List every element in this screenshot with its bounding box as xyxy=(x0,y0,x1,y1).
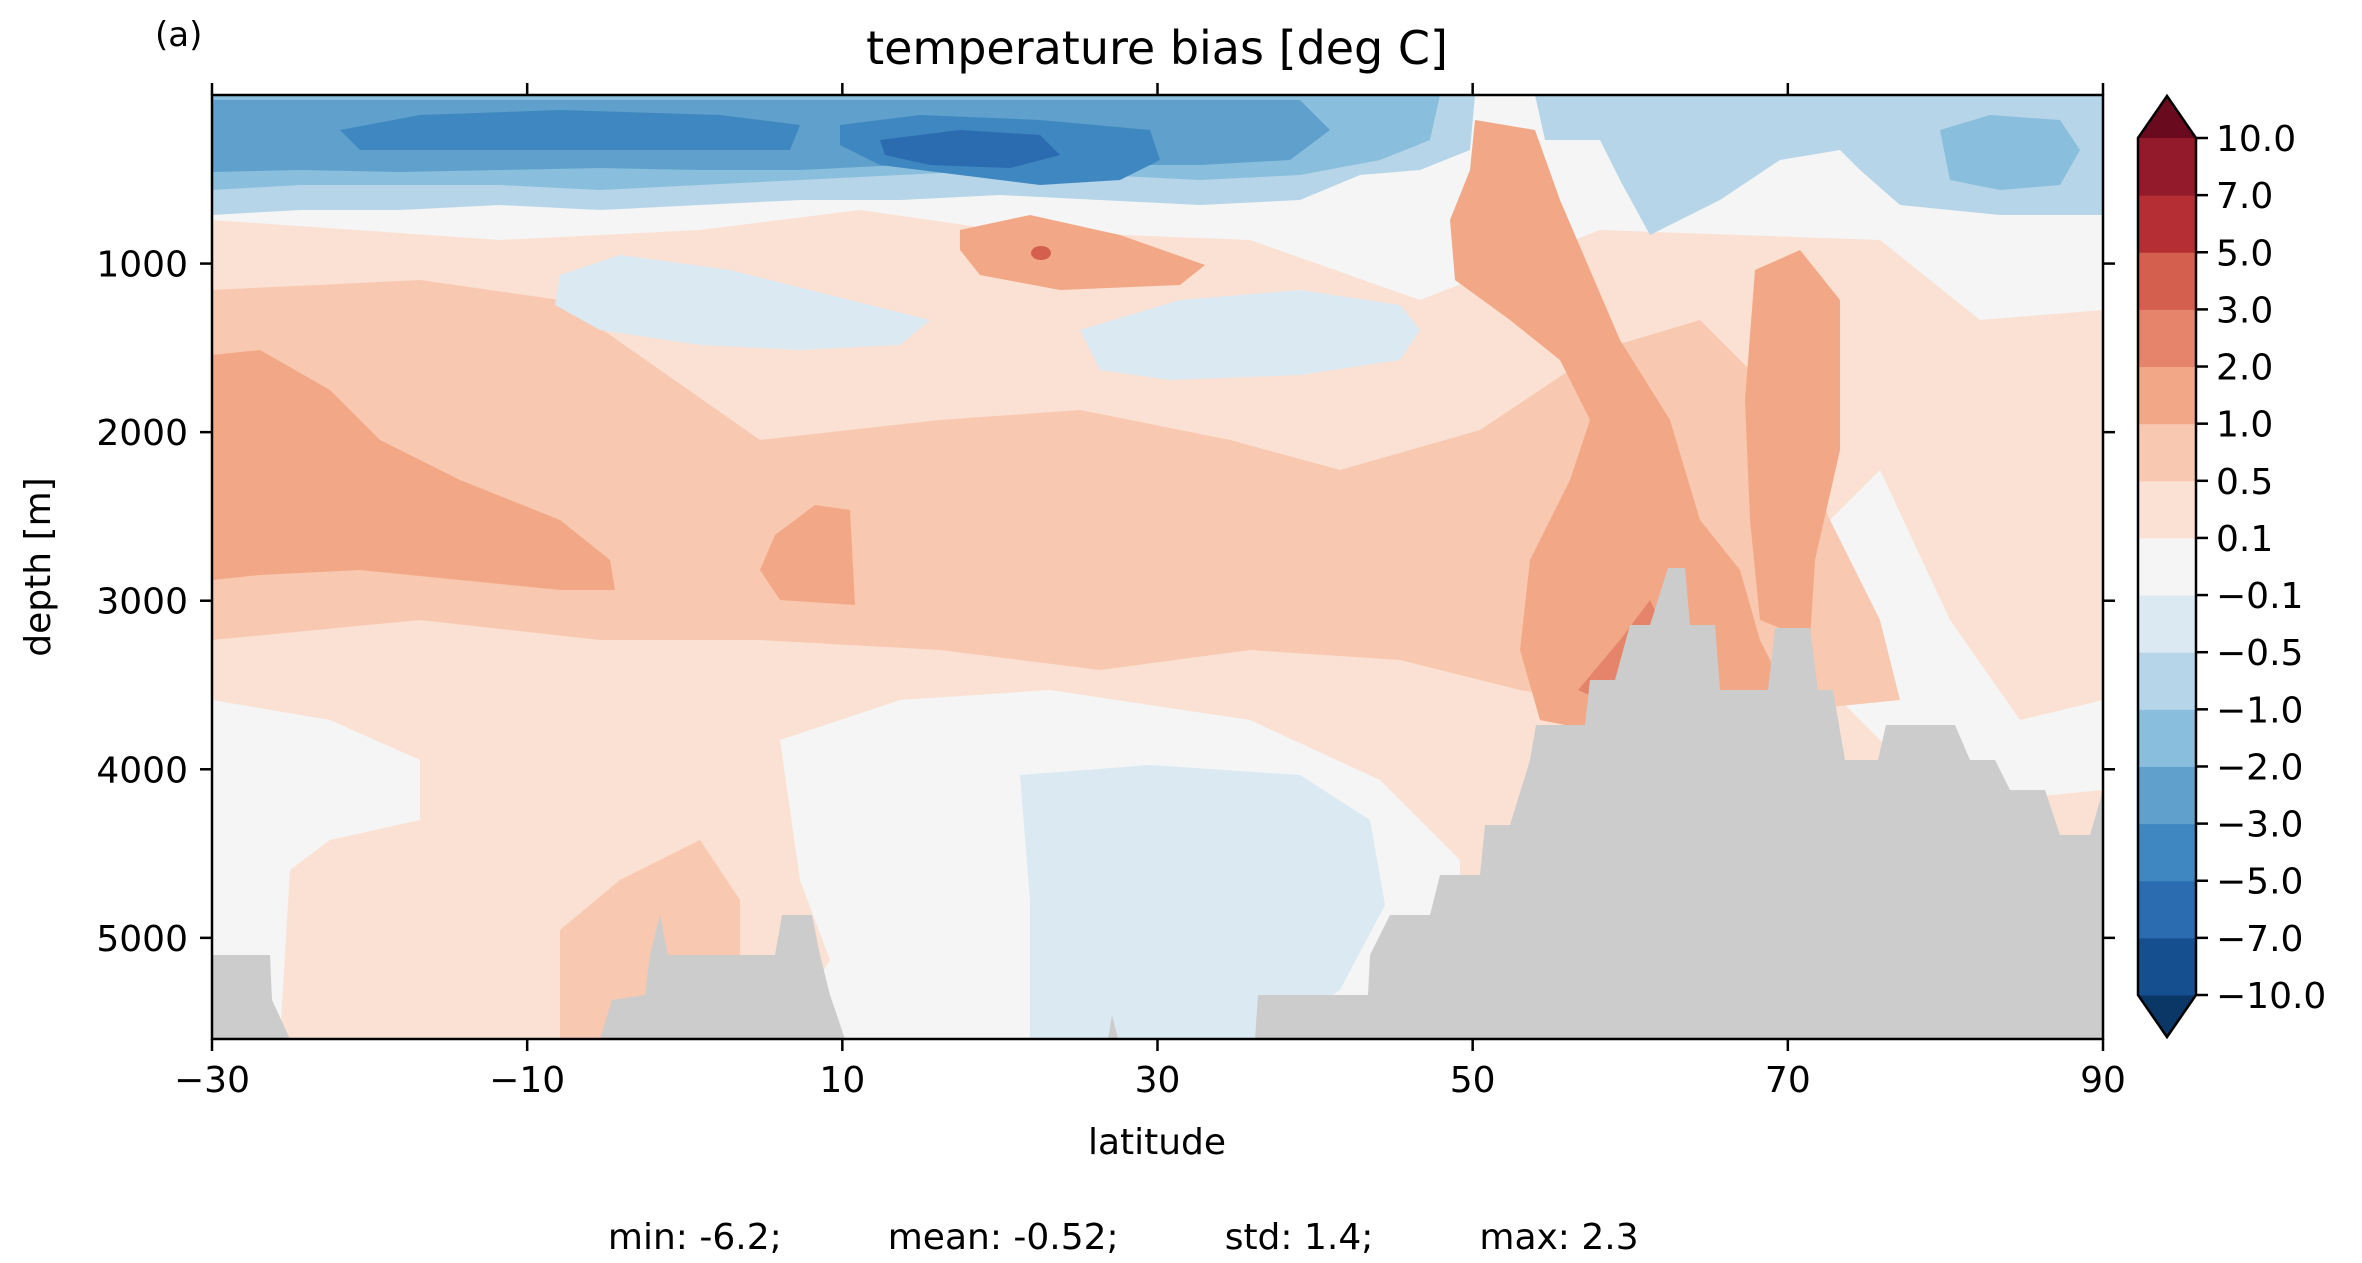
colorbar-segment xyxy=(2138,937,2196,996)
land-mask xyxy=(212,568,2103,1039)
x-tick-label: −10 xyxy=(489,1060,565,1101)
colorbar-extend-low xyxy=(2138,995,2196,1037)
colorbar: −10.0 −7.0 −5.0 −3.0 −2.0 −1.0 −0.5 −0.1 0.1 0.5 1… xyxy=(2136,93,2326,1040)
cold-bias-lens-deep xyxy=(1020,765,1385,1039)
colorbar-tick-label: −10.0 xyxy=(2216,976,2326,1017)
x-axis: −30 −10 10 30 50 70 90 xyxy=(174,83,2126,1101)
colorbar-segment xyxy=(2138,823,2196,882)
x-tick-label: 70 xyxy=(1765,1060,1811,1101)
x-axis-label: latitude xyxy=(1088,1122,1226,1163)
colorbar-segment xyxy=(2138,195,2196,253)
stat-std: std: 1.4; xyxy=(1224,1217,1374,1258)
colorbar-segment xyxy=(2138,595,2196,653)
warm-bias-2-band-north xyxy=(1450,120,1810,830)
y-tick-label: 2000 xyxy=(96,413,188,454)
y-tick-label: 4000 xyxy=(96,750,188,791)
colorbar-tick-label: 10.0 xyxy=(2216,119,2296,160)
chart-title: temperature bias [deg C] xyxy=(866,21,1448,75)
warm-bias-2-band-arctic xyxy=(1745,250,1840,640)
colorbar-tick-label: −3.0 xyxy=(2216,805,2303,846)
colorbar-tick-label: −0.1 xyxy=(2216,576,2303,617)
warm-bias-2-band-west xyxy=(212,350,615,590)
x-tick-label: 50 xyxy=(1450,1060,1496,1101)
stat-min: min: -6.2; xyxy=(607,1217,782,1258)
panel-label: (a) xyxy=(155,15,202,55)
y-tick-label: 3000 xyxy=(96,582,188,623)
colorbar-tick-label: −5.0 xyxy=(2216,862,2303,903)
colorbar-segment xyxy=(2138,880,2196,939)
colorbar-segment xyxy=(2138,309,2196,368)
warm-bias-2-band-central xyxy=(760,505,855,605)
warm-bias-hotspot xyxy=(1031,246,1051,260)
colorbar-segment xyxy=(2138,766,2196,825)
colorbar-tick-label: 0.1 xyxy=(2216,519,2273,560)
near-zero-band-deep-east xyxy=(1830,470,2103,800)
warm-bias-1-band xyxy=(212,280,1900,720)
contour-field xyxy=(212,95,2103,1039)
x-tick-label: 90 xyxy=(2080,1060,2126,1101)
colorbar-tick-label: 5.0 xyxy=(2216,233,2273,274)
y-axis-label: depth [m] xyxy=(18,477,59,656)
colorbar-segment xyxy=(2138,709,2196,767)
colorbar-segment xyxy=(2138,252,2196,310)
x-tick-label: 30 xyxy=(1135,1060,1181,1101)
x-tick-label: −30 xyxy=(174,1060,250,1101)
x-tick-label: 10 xyxy=(819,1060,865,1101)
cold-bias-lens-subtropic xyxy=(1080,290,1420,380)
y-axis: 1000 2000 3000 4000 5000 xyxy=(96,245,2115,960)
colorbar-tick-label: −0.5 xyxy=(2216,633,2303,674)
colorbar-tick-label: 2.0 xyxy=(2216,348,2273,389)
cold-bias-lens-south xyxy=(555,255,930,350)
y-tick-label: 5000 xyxy=(96,919,188,960)
colorbar-segment xyxy=(2138,480,2196,539)
cold-bias-surface-4 xyxy=(340,110,800,150)
colorbar-extend-high xyxy=(2138,96,2196,138)
colorbar-tick-label: 0.5 xyxy=(2216,462,2273,503)
colorbar-tick-label: 7.0 xyxy=(2216,176,2273,217)
colorbar-tick-label: −7.0 xyxy=(2216,919,2303,960)
colorbar-segment xyxy=(2138,423,2196,482)
colorbar-tick-label: −1.0 xyxy=(2216,690,2303,731)
stat-max: max: 2.3 xyxy=(1479,1217,1639,1258)
colorbar-segment xyxy=(2138,537,2196,596)
near-zero-band-deep-west xyxy=(212,700,420,1039)
colorbar-segment xyxy=(2138,652,2196,710)
cold-bias-surface-north-2 xyxy=(1940,115,2080,190)
colorbar-segment xyxy=(2138,366,2196,425)
colorbar-tick-label: 3.0 xyxy=(2216,290,2273,331)
colorbar-tick-label: 1.0 xyxy=(2216,405,2273,446)
colorbar-tick-label: −2.0 xyxy=(2216,747,2303,788)
cold-bias-core xyxy=(880,130,1060,168)
stat-mean: mean: -0.52; xyxy=(887,1217,1119,1258)
y-tick-label: 1000 xyxy=(96,245,188,286)
summary-statistics: min: -6.2; mean: -0.52; std: 1.4; max: 2.3 xyxy=(585,1176,1639,1258)
colorbar-segment xyxy=(2138,138,2196,196)
warm-bias-2-band-subsurface xyxy=(960,215,1205,290)
